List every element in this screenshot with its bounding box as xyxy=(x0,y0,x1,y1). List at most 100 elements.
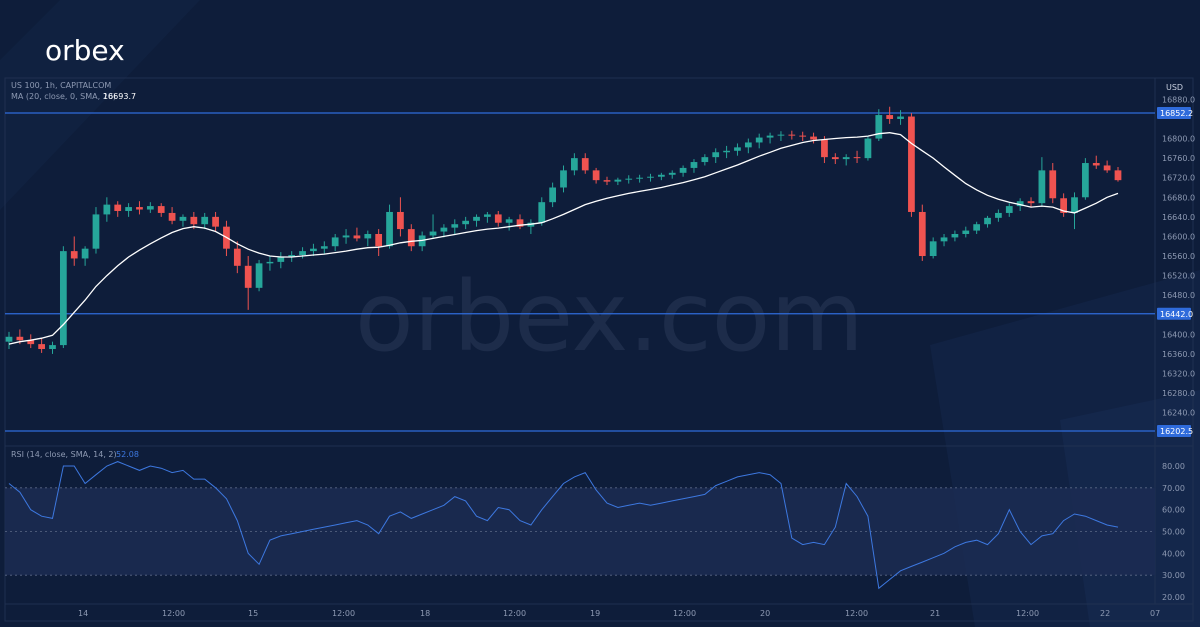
rsi-label: RSI (14, close, SMA, 14, 2) xyxy=(11,450,117,459)
candle-body xyxy=(625,178,633,180)
candle-body xyxy=(16,336,24,341)
candle-body xyxy=(320,246,328,249)
time-tick-label: 12:00 xyxy=(1016,609,1039,618)
candle-body xyxy=(571,158,578,171)
candle-body xyxy=(244,265,252,288)
time-tick-label: 12:00 xyxy=(162,609,185,618)
price-tick-label: 16800.0 xyxy=(1162,135,1195,144)
time-tick-label: 15 xyxy=(248,609,258,618)
candle-body xyxy=(1071,197,1078,213)
rsi-tick-label: 40.00 xyxy=(1162,549,1185,558)
candle-body xyxy=(951,233,959,238)
decor-shape-left xyxy=(0,0,200,210)
time-tick-label: 14 xyxy=(78,609,88,618)
price-tick-label: 16480.0 xyxy=(1162,291,1195,300)
rsi-layer xyxy=(8,461,1119,590)
candle-body xyxy=(1060,198,1068,213)
candle-body xyxy=(886,115,894,119)
candle-body xyxy=(940,237,948,242)
ma-layer xyxy=(8,132,1119,345)
candle-body xyxy=(70,251,78,259)
symbol-line: US 100, 1h, CAPITALCOM xyxy=(11,81,111,90)
candle-body xyxy=(364,233,372,239)
rsi-axis-ticks: 80.00 70.00 60.00 50.00 40.00 30.00 20.00 xyxy=(1162,462,1185,602)
candle-body xyxy=(103,204,111,215)
candle-body xyxy=(440,227,448,232)
price-level-label: 16442.0 xyxy=(1160,310,1193,319)
candle-body xyxy=(342,235,350,238)
candle-body xyxy=(690,162,698,168)
time-tick-label: 12:00 xyxy=(503,609,526,618)
time-axis-ticks: 14 12:00 15 12:00 18 12:00 19 12:00 20 12:00 21 12:… xyxy=(78,609,1160,618)
price-tick-label: 16640.0 xyxy=(1162,213,1195,222)
rsi-tick-label: 70.00 xyxy=(1162,484,1185,493)
candle-body xyxy=(821,139,828,158)
currency-label: USD xyxy=(1166,83,1183,92)
price-tick-label: 16400.0 xyxy=(1162,330,1195,339)
candle-body xyxy=(451,224,459,228)
candle-body xyxy=(1005,206,1013,213)
candle-body xyxy=(190,216,198,225)
candle-body xyxy=(1114,170,1122,181)
ma-label: MA (20, close, 0, SMA, 20) xyxy=(11,92,116,101)
candle-body xyxy=(853,157,861,159)
candle-body xyxy=(581,158,589,171)
candle-body xyxy=(125,207,132,211)
time-tick-label: 19 xyxy=(590,609,600,618)
candle-body xyxy=(353,235,361,239)
candle-body xyxy=(657,174,665,177)
candle-body xyxy=(679,167,687,173)
watermark-text: orbex.com xyxy=(355,261,864,373)
candle-body xyxy=(277,256,285,262)
ma-value: 16693.7 xyxy=(103,92,136,101)
rsi-tick-label: 30.00 xyxy=(1162,571,1185,580)
price-tick-label: 16760.0 xyxy=(1162,154,1195,163)
price-level-label: 16202.5 xyxy=(1160,427,1193,436)
candle-body xyxy=(875,115,883,139)
candle-body xyxy=(831,157,839,160)
candle-body xyxy=(908,116,915,212)
candle-body xyxy=(929,241,937,257)
rsi-band-layer xyxy=(5,487,1155,576)
candle-body xyxy=(538,202,546,223)
candle-body xyxy=(1027,201,1035,204)
candle-body xyxy=(962,230,970,234)
candle-body xyxy=(136,207,143,210)
price-tick-label: 16880.0 xyxy=(1162,95,1195,104)
candle-body xyxy=(146,206,154,210)
candle-body xyxy=(310,248,317,252)
rsi-tick-label: 20.00 xyxy=(1162,593,1185,602)
time-tick-label: 12:00 xyxy=(332,609,355,618)
candle-body xyxy=(473,216,480,221)
candle-body xyxy=(766,135,774,138)
rsi-tick-label: 80.00 xyxy=(1162,462,1185,471)
candle-body xyxy=(375,233,383,247)
candle-body xyxy=(157,206,165,213)
candle-body xyxy=(647,176,654,178)
candle-body xyxy=(734,147,741,151)
candle-body xyxy=(38,344,45,350)
price-level-layer xyxy=(5,112,1155,432)
price-tick-label: 16240.0 xyxy=(1162,409,1195,418)
candle-body xyxy=(995,212,1002,218)
price-level-tag xyxy=(1157,107,1191,119)
rsi-tick-label: 60.00 xyxy=(1162,506,1185,515)
chart-frame xyxy=(4,77,1194,622)
candle-body xyxy=(918,211,926,257)
candle-body xyxy=(1016,201,1024,207)
candle-body xyxy=(5,336,13,342)
price-tick-label: 16280.0 xyxy=(1162,389,1195,398)
candle-body xyxy=(397,211,404,230)
candle-body xyxy=(549,187,556,203)
candle-body xyxy=(114,204,122,211)
candle-body xyxy=(212,216,219,227)
candle-body xyxy=(777,134,785,136)
candle-body xyxy=(516,219,524,227)
candle-body xyxy=(744,142,752,148)
candle-body xyxy=(462,220,470,225)
candle-body xyxy=(429,231,437,236)
candle-body xyxy=(1049,170,1057,199)
candle-body xyxy=(799,135,807,137)
candle-body xyxy=(288,255,296,257)
